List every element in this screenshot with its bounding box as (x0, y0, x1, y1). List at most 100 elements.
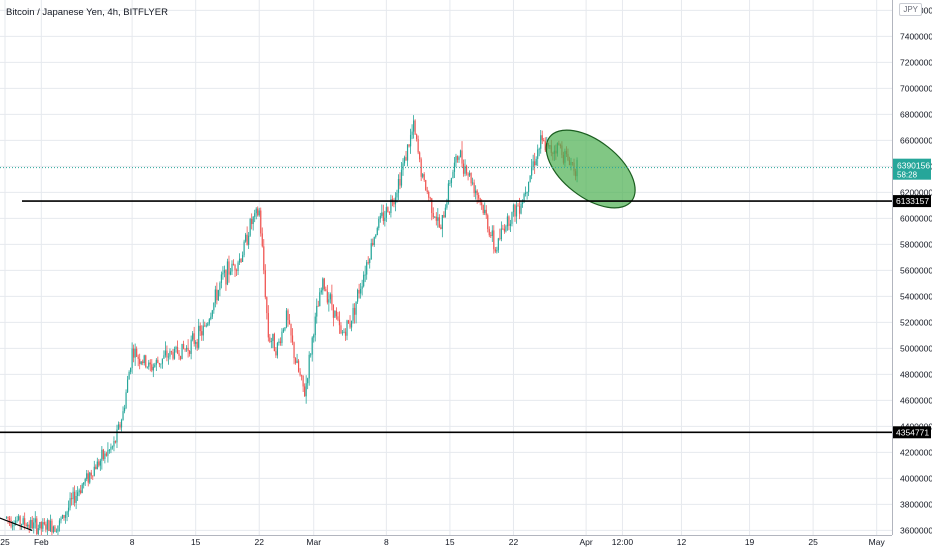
candle-body (385, 207, 387, 218)
candle-body (325, 289, 327, 292)
candle-body (511, 212, 513, 224)
price-tick-label: 5200000 (900, 317, 932, 327)
candle-body (518, 206, 521, 214)
candle-body (170, 351, 173, 353)
candle-body (279, 341, 282, 344)
candle-body (235, 270, 238, 272)
candle-body (438, 217, 440, 228)
time-tick-label: 12:00 (612, 537, 634, 547)
candle-body (373, 237, 375, 245)
candle-body (406, 144, 409, 161)
candle-body (505, 226, 507, 232)
candle-body (264, 270, 266, 298)
candle-body (196, 342, 198, 348)
candle-body (164, 350, 167, 356)
candle-body (350, 320, 353, 328)
candle-body (70, 498, 73, 500)
candle-body (8, 518, 11, 521)
candle-body (187, 347, 189, 352)
candle-body (452, 171, 454, 179)
candle-body (476, 190, 478, 196)
candle-body (349, 323, 351, 328)
candle-body (382, 212, 384, 222)
candle-body (213, 302, 215, 311)
candle-body (83, 482, 85, 485)
candle-body (462, 163, 465, 174)
candle-body (361, 286, 363, 289)
candle-body (293, 342, 295, 359)
last-price-badge (893, 158, 931, 180)
candle-body (285, 310, 288, 328)
candle-body (529, 175, 531, 182)
candle-body (231, 263, 233, 272)
candle-body (189, 351, 191, 354)
candle-body (532, 161, 534, 167)
candle-body (229, 271, 232, 275)
candle-body (195, 342, 197, 344)
candle-body (509, 223, 512, 226)
candle-body (107, 449, 109, 456)
candle-body (487, 215, 489, 230)
currency-label[interactable]: JPY (899, 3, 922, 16)
candle-body (37, 528, 39, 535)
candle-body (456, 156, 459, 160)
price-axis[interactable]: 3600000380000040000004200000440000046000… (892, 0, 932, 550)
candle-body (261, 233, 263, 247)
candle-body (136, 348, 138, 357)
candle-body (422, 174, 424, 177)
candle-body (428, 192, 430, 198)
candle-body (13, 524, 15, 526)
candle-body (220, 274, 223, 283)
candle-body (223, 270, 226, 273)
time-axis-bg (0, 535, 892, 550)
time-tick-label: 8 (384, 537, 389, 547)
candle-body (443, 214, 445, 218)
candle-body (269, 337, 271, 342)
candle-body (251, 218, 253, 225)
candle-body (459, 150, 462, 158)
candle-body (155, 359, 157, 365)
time-tick-label: 8 (130, 537, 135, 547)
candle-body (403, 157, 406, 164)
candle-body (435, 216, 437, 221)
candle-body (210, 316, 212, 320)
candle-body (102, 449, 104, 459)
candle-body (87, 473, 89, 483)
candle-body (297, 360, 300, 372)
price-tick-label: 6600000 (900, 135, 932, 145)
chart-title: Bitcoin / Japanese Yen, 4h, BITFLYER (6, 7, 168, 18)
time-tick-label: Apr (580, 537, 593, 547)
candle-body (287, 310, 289, 321)
price-tick-label: 4600000 (900, 395, 932, 405)
candle-body (34, 518, 36, 523)
candle-body (64, 514, 67, 518)
candle-body (319, 292, 321, 307)
candle-body (399, 178, 401, 186)
candle-body (326, 291, 328, 303)
time-axis[interactable]: 25 Feb 8 15 22 Mar 8 15 22 Apr 12:00 12 19 25 May (0, 535, 892, 550)
candle-body (154, 364, 156, 367)
candle-body (317, 305, 319, 307)
candle-body (461, 150, 463, 164)
candle-body (497, 238, 499, 251)
candle-body (482, 205, 484, 214)
candle-body (304, 386, 306, 397)
candle-body (450, 178, 453, 183)
candle-body (260, 210, 262, 234)
candle-body (506, 216, 509, 227)
candle-body (49, 520, 51, 531)
candle-body (397, 178, 400, 193)
candle-body (434, 216, 436, 218)
trendline-drawing (0, 517, 33, 531)
candle-body (207, 323, 209, 326)
candle-body (419, 152, 421, 160)
candle-body (21, 524, 23, 525)
candle-body (416, 134, 418, 140)
candle-body (245, 234, 247, 242)
candle-body (541, 135, 543, 141)
candle-body (111, 446, 114, 448)
candle-body (146, 366, 148, 368)
price-tick-label: 5000000 (900, 343, 932, 353)
